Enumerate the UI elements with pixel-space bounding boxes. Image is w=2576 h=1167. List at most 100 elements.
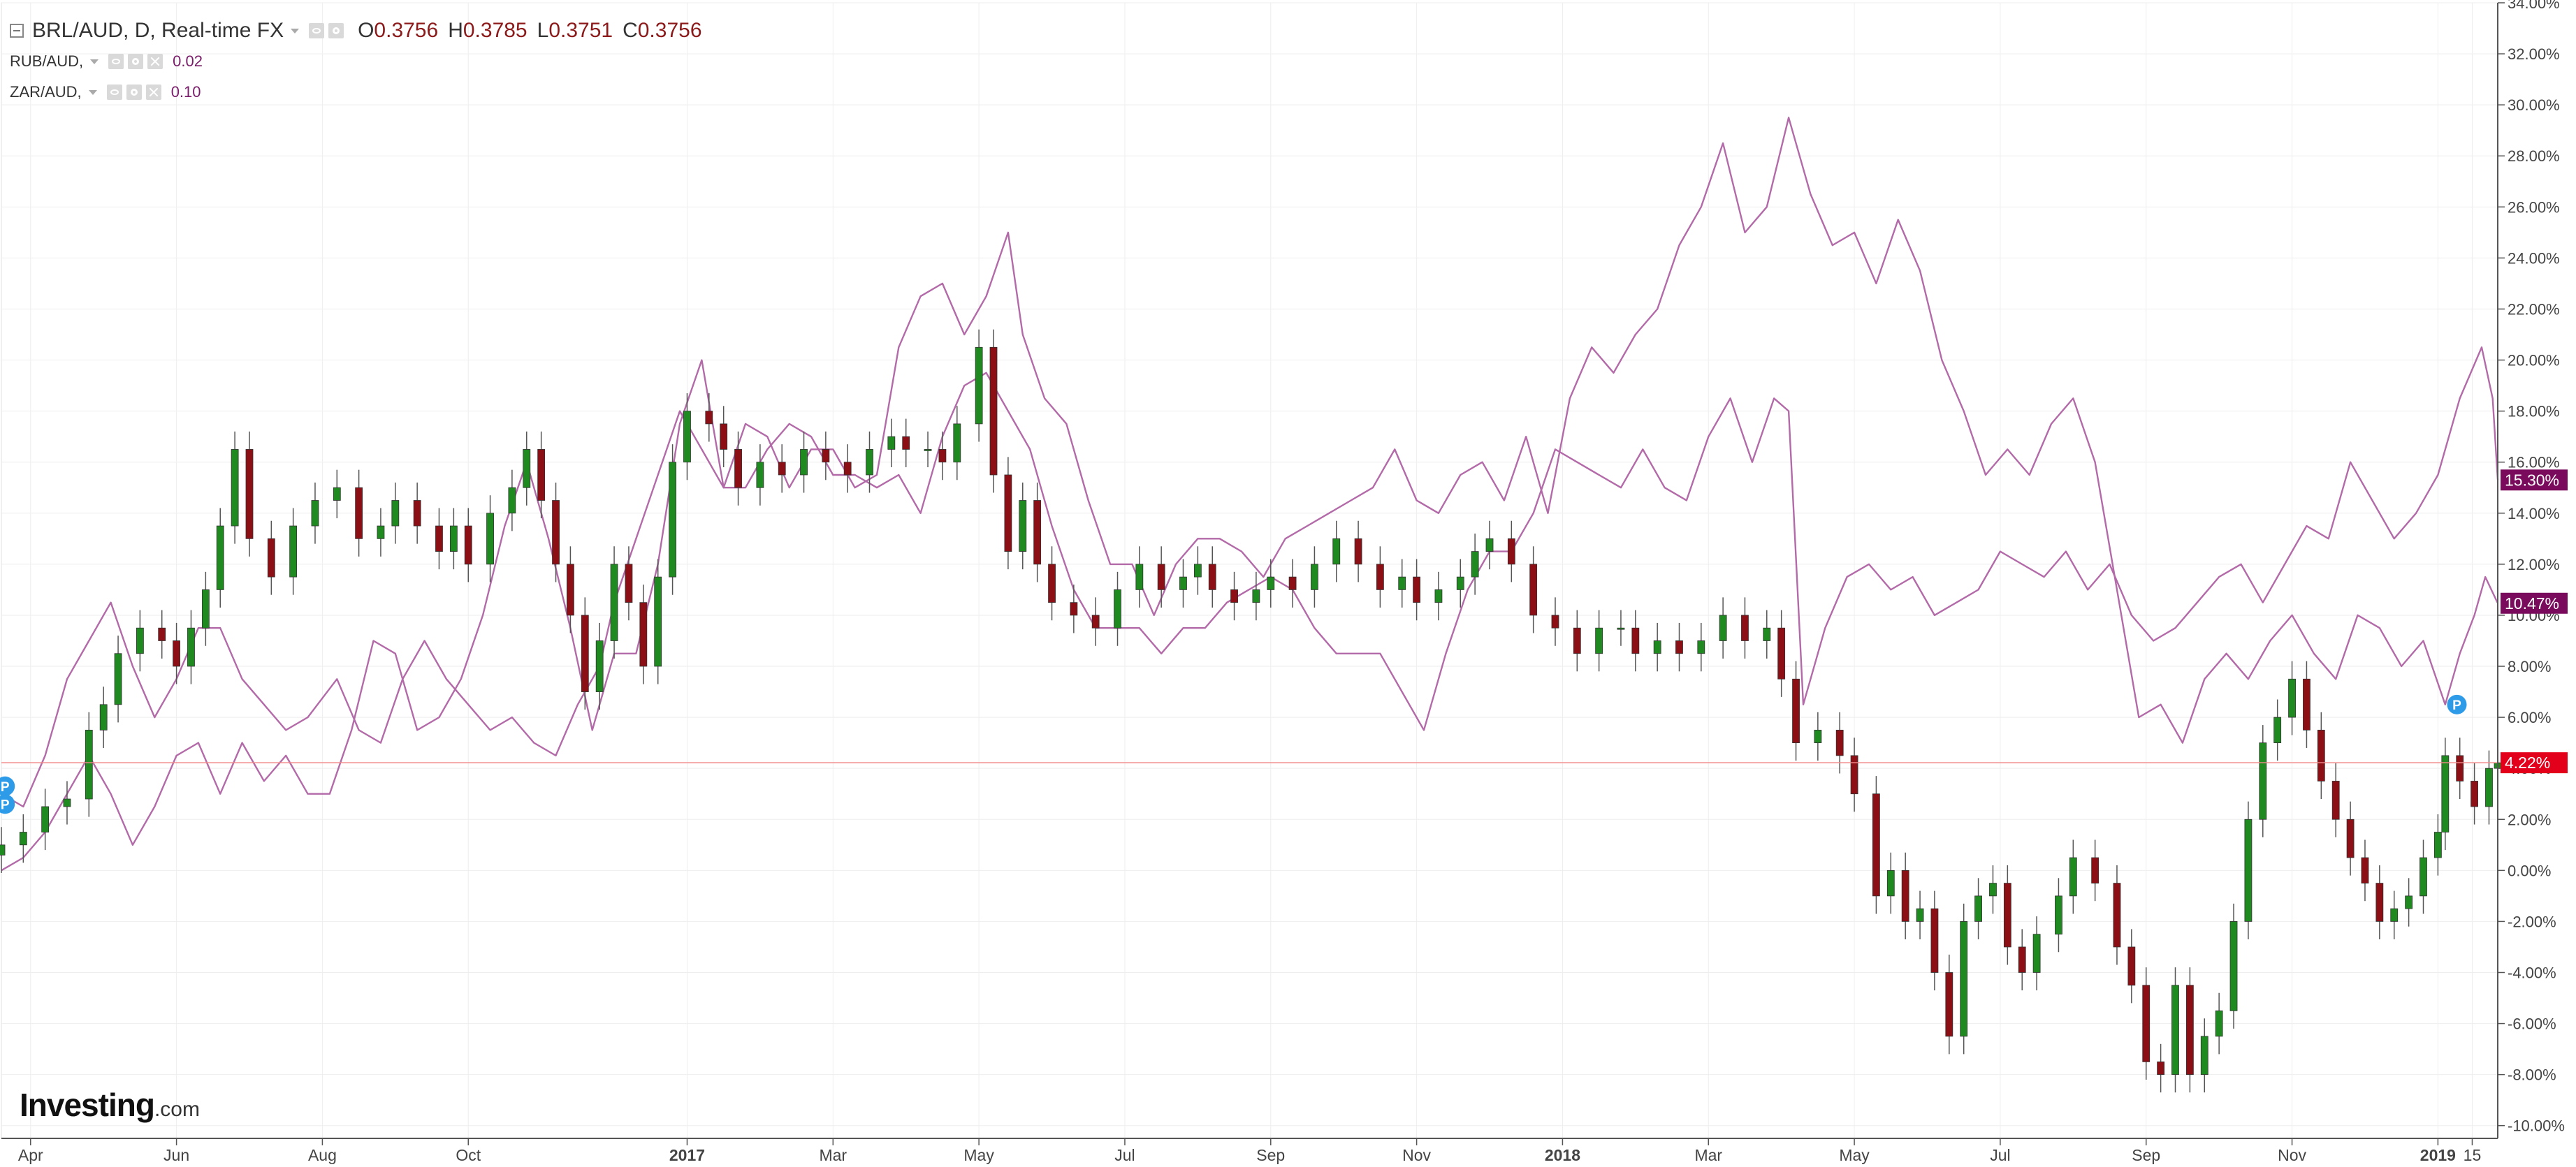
main-symbol[interactable]: BRL/AUD, D, Real-time FX	[32, 19, 284, 42]
candle[interactable]	[2215, 1010, 2223, 1037]
candle[interactable]	[552, 500, 560, 565]
candle[interactable]	[1398, 576, 1406, 590]
candle[interactable]	[2055, 895, 2062, 935]
candle[interactable]	[1989, 883, 1997, 897]
candle[interactable]	[2441, 755, 2450, 832]
eye-icon[interactable]	[108, 54, 124, 69]
candle[interactable]	[734, 449, 742, 488]
candle[interactable]	[2157, 1061, 2165, 1076]
candle[interactable]	[63, 798, 71, 807]
candle[interactable]	[887, 436, 896, 450]
candle[interactable]	[1930, 908, 1939, 973]
candle[interactable]	[267, 538, 275, 578]
candle[interactable]	[1653, 640, 1661, 654]
candle[interactable]	[902, 436, 910, 450]
candle[interactable]	[1179, 576, 1187, 590]
candle[interactable]	[1529, 564, 1538, 616]
candle[interactable]	[231, 449, 239, 527]
eye-icon[interactable]	[309, 23, 325, 38]
candle[interactable]	[1960, 921, 1968, 1037]
candle[interactable]	[595, 640, 604, 692]
candle[interactable]	[938, 449, 947, 463]
candle[interactable]	[2018, 946, 2026, 973]
candle[interactable]	[581, 615, 589, 692]
candle[interactable]	[1252, 589, 1260, 603]
candle[interactable]	[435, 525, 443, 552]
candle[interactable]	[1208, 564, 1216, 590]
candle[interactable]	[333, 487, 341, 501]
candle[interactable]	[1916, 908, 1924, 922]
candle[interactable]	[1901, 869, 1909, 922]
candle[interactable]	[924, 449, 932, 451]
candle[interactable]	[2273, 717, 2282, 744]
candle[interactable]	[2003, 883, 2011, 948]
candle[interactable]	[2091, 857, 2100, 884]
candle[interactable]	[705, 411, 713, 425]
candle[interactable]	[1763, 627, 1771, 641]
candle[interactable]	[486, 513, 494, 565]
candle[interactable]	[2185, 985, 2194, 1076]
candle[interactable]	[1886, 869, 1895, 897]
candle[interactable]	[822, 449, 830, 463]
eye-icon[interactable]	[106, 85, 122, 100]
candle[interactable]	[1376, 564, 1384, 590]
candle[interactable]	[377, 525, 385, 539]
candle[interactable]	[2456, 755, 2464, 781]
candle[interactable]	[1507, 538, 1515, 565]
candle[interactable]	[720, 423, 728, 450]
candle[interactable]	[2303, 678, 2311, 731]
candle[interactable]	[2331, 781, 2340, 820]
dropdown-caret-icon[interactable]	[291, 28, 300, 34]
candle[interactable]	[508, 487, 516, 514]
candle[interactable]	[2229, 921, 2238, 1011]
candle[interactable]	[2288, 678, 2296, 718]
candle[interactable]	[2471, 781, 2478, 807]
candle[interactable]	[1033, 500, 1042, 565]
candle[interactable]	[2485, 768, 2493, 807]
candle[interactable]	[1048, 564, 1056, 603]
candle[interactable]	[1631, 627, 1640, 654]
collapse-icon[interactable]	[10, 24, 24, 38]
candle[interactable]	[2433, 832, 2442, 858]
candle[interactable]	[449, 525, 458, 552]
candle[interactable]	[355, 487, 363, 539]
candle[interactable]	[187, 627, 195, 667]
candle[interactable]	[953, 423, 961, 463]
candle[interactable]	[2259, 742, 2267, 820]
candle[interactable]	[2200, 1036, 2208, 1076]
candle[interactable]	[1835, 729, 1844, 756]
candle[interactable]	[2171, 985, 2179, 1076]
candle[interactable]	[1697, 640, 1705, 654]
candle[interactable]	[2244, 819, 2253, 922]
pin-marker-icon[interactable]	[0, 794, 15, 814]
candle[interactable]	[1945, 972, 1953, 1037]
close-icon[interactable]	[145, 85, 161, 100]
candle[interactable]	[1413, 576, 1421, 603]
candle[interactable]	[2390, 908, 2399, 922]
candle[interactable]	[114, 653, 122, 705]
candle[interactable]	[1230, 589, 1238, 603]
candle[interactable]	[1311, 564, 1318, 590]
candle[interactable]	[1135, 564, 1144, 590]
candle[interactable]	[1777, 627, 1786, 680]
candle[interactable]	[975, 346, 983, 425]
candle[interactable]	[2405, 895, 2413, 909]
candle[interactable]	[1872, 793, 1880, 897]
candle[interactable]	[1551, 615, 1559, 629]
candle[interactable]	[1019, 500, 1027, 552]
candle[interactable]	[1617, 627, 1625, 630]
candle[interactable]	[537, 449, 546, 501]
candle[interactable]	[1157, 564, 1165, 590]
candle[interactable]	[1288, 576, 1297, 590]
candle[interactable]	[1070, 602, 1078, 616]
dropdown-caret-icon[interactable]	[90, 59, 99, 64]
investing-logo[interactable]: Investing.com	[20, 1086, 200, 1124]
candle[interactable]	[201, 589, 210, 629]
candle[interactable]	[173, 640, 180, 667]
gear-icon[interactable]	[126, 85, 142, 100]
candle[interactable]	[843, 462, 852, 476]
dropdown-caret-icon[interactable]	[88, 89, 97, 95]
candle[interactable]	[669, 462, 676, 578]
candle[interactable]	[1332, 538, 1341, 565]
